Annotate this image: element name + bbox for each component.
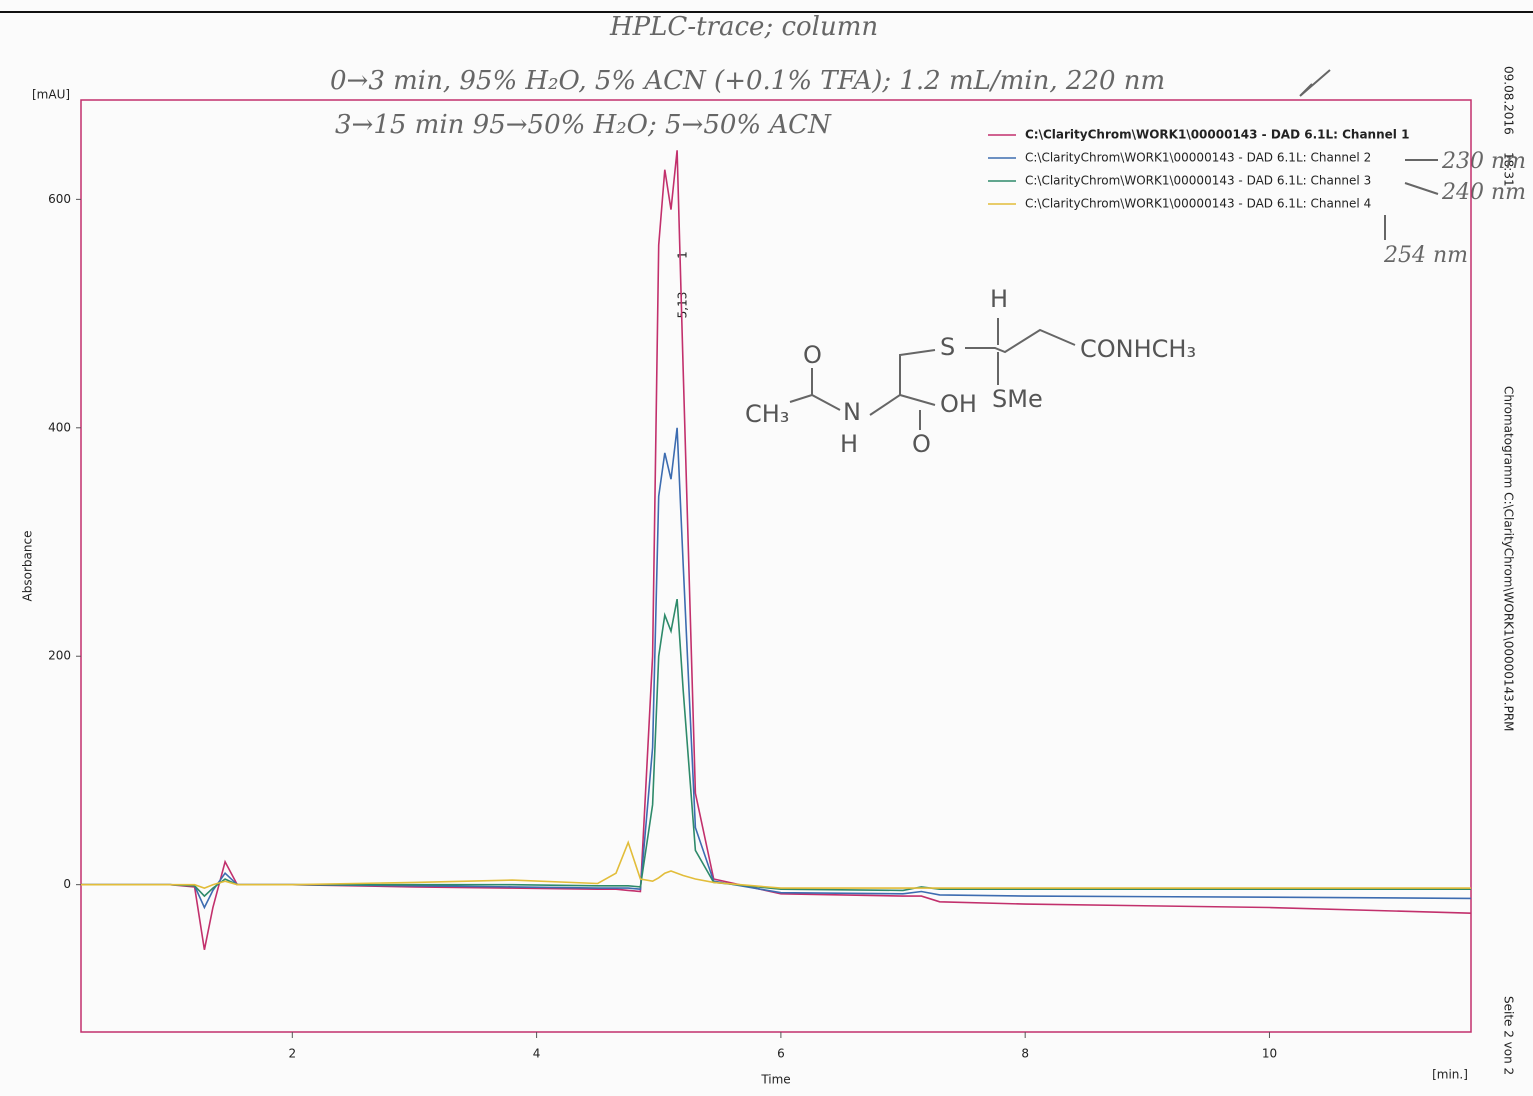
x-tick-label: 10 xyxy=(1262,1047,1277,1061)
series-line xyxy=(81,427,1472,910)
structure-label: H xyxy=(840,430,858,458)
structure-label: CH₃ xyxy=(745,400,789,428)
y-tick-label: 400 xyxy=(48,420,71,434)
annotation: 240 nm xyxy=(1441,180,1526,205)
bond xyxy=(789,318,1076,430)
legend-label: C:\ClarityChrom\WORK1\00000143 - DAD 6.1… xyxy=(1025,174,1371,188)
annotation: HPLC-trace; column xyxy=(609,12,878,42)
structure-label: S xyxy=(940,333,955,361)
series-line xyxy=(81,150,1472,950)
legend-label: C:\ClarityChrom\WORK1\00000143 - DAD 6.1… xyxy=(1025,151,1371,165)
structure-label: O xyxy=(912,430,931,458)
note-arrow xyxy=(1299,69,1439,240)
series-line xyxy=(81,840,1471,889)
peak-label: 5,13 xyxy=(676,292,690,319)
annotation: 0→3 min, 95% H₂O, 5% ACN (+0.1% TFA); 1.… xyxy=(330,66,1165,96)
structure-label: N xyxy=(843,398,861,426)
y-tick-label: 0 xyxy=(63,877,71,891)
peak-number: 1 xyxy=(676,251,690,259)
x-tick-label: 8 xyxy=(1021,1047,1029,1061)
structure-label: OH xyxy=(940,390,977,418)
y-tick-label: 200 xyxy=(48,649,71,663)
page-number: Seite 2 von 2 xyxy=(1502,996,1516,1075)
annotation: 254 nm xyxy=(1383,243,1468,268)
x-tick-label: 4 xyxy=(533,1047,541,1061)
x-tick-label: 2 xyxy=(288,1047,296,1061)
plot-frame xyxy=(80,99,1472,1033)
structure-label: CONHCH₃ xyxy=(1080,335,1196,363)
date: 09.08.2016 xyxy=(1502,66,1516,135)
x-unit: [min.] xyxy=(1432,1068,1468,1082)
legend-label: C:\ClarityChrom\WORK1\00000143 - DAD 6.1… xyxy=(1025,197,1371,211)
time: 18:31 xyxy=(1502,152,1516,187)
annotation: 230 nm xyxy=(1441,149,1526,174)
structure-label: SMe xyxy=(992,385,1043,413)
y-tick-label: 600 xyxy=(48,192,71,206)
annotation: 3→15 min 95→50% H₂O; 5→50% ACN xyxy=(335,110,832,140)
x-axis-label: Time xyxy=(760,1073,790,1087)
structure-label: H xyxy=(990,285,1008,313)
structure: H S CONHCH₃ O CH₃ N H OH SMe O xyxy=(745,285,1196,458)
structure-label: O xyxy=(803,341,822,369)
y-unit: [mAU] xyxy=(32,88,70,102)
x-tick-label: 6 xyxy=(777,1047,785,1061)
legend-label: C:\ClarityChrom\WORK1\00000143 - DAD 6.1… xyxy=(1025,128,1409,142)
file-path: Chromatogramm C:\ClarityChrom\WORK1\0000… xyxy=(1502,386,1516,732)
y-axis-label: Absorbance xyxy=(21,531,35,602)
series-line xyxy=(81,598,1471,898)
